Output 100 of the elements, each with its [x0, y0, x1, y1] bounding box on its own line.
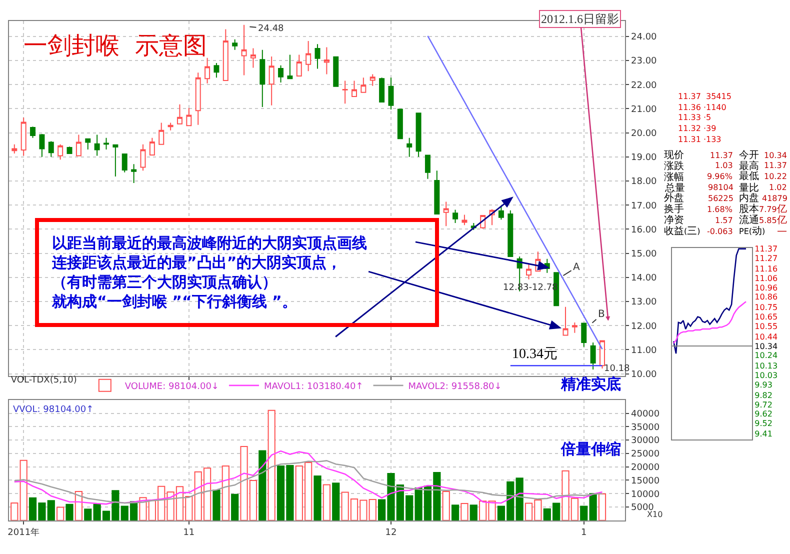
candlestick: [379, 77, 385, 102]
candlestick: [370, 74, 376, 86]
y-tick-label: 11.37: [754, 244, 778, 254]
y-tick-label: 19.00: [631, 153, 658, 164]
text: -0.063: [707, 227, 733, 236]
line-series: [672, 248, 747, 354]
legend-label: MAVOL1: 103180.40↑: [264, 382, 364, 392]
bar: [20, 460, 28, 520]
candlestick: [260, 49, 266, 108]
y-tick-label: 10.34: [754, 342, 778, 351]
y-tick-label: 10.03: [754, 371, 778, 380]
candlestick: [122, 154, 128, 173]
candlestick: [66, 146, 72, 155]
candlestick: [186, 108, 192, 126]
candlestick: [176, 104, 182, 124]
annotation: B: [598, 309, 605, 320]
annotation: 24.48: [258, 24, 284, 34]
text: 9.96%: [707, 172, 733, 181]
annotation: 10.34元: [512, 347, 558, 362]
text: 1.68%: [707, 205, 733, 214]
candlestick: [268, 56, 274, 106]
text: 5.85亿: [759, 215, 787, 226]
candlestick: [462, 214, 468, 226]
x-tick-label: 11: [183, 528, 195, 538]
text: 最高: [739, 160, 759, 172]
y-tick-label: 11.06: [754, 274, 778, 283]
candlestick: [572, 322, 578, 334]
x-tick-label: 12: [385, 528, 397, 538]
bar: [231, 494, 239, 520]
text: 11.32 ·39: [678, 124, 716, 133]
candlestick: [416, 112, 422, 158]
text: 11.37: [764, 161, 787, 170]
text: 涨跌: [664, 160, 684, 172]
y-tick-label: 11.16: [754, 264, 778, 274]
bar: [470, 504, 478, 520]
text: 换手: [664, 203, 684, 215]
y-tick-label: 20000: [631, 462, 660, 473]
candlestick: [397, 108, 403, 140]
candlestick: [342, 80, 348, 104]
bar: [368, 499, 376, 520]
candlestick: [232, 38, 238, 50]
candlestick: [406, 137, 412, 158]
y-tick-label: 12.00: [631, 322, 658, 332]
text: 10.22: [764, 172, 787, 181]
bar: [589, 493, 597, 520]
candlestick: [168, 122, 174, 131]
annotation: VVOL: 98104.00↑: [13, 405, 94, 415]
bar: [460, 503, 468, 520]
y-tick-label: 9.52: [754, 419, 772, 428]
annotation: 倍量伸缩: [560, 440, 621, 458]
candlestick: [20, 117, 26, 156]
text: 外盘: [664, 192, 684, 204]
bar: [516, 478, 524, 520]
y-tick-label: 18.00: [631, 177, 658, 188]
candlestick: [508, 210, 514, 257]
legend-title: VOL-TDX(5,10): [10, 376, 77, 386]
candlestick: [48, 140, 54, 158]
candlestick: [306, 40, 312, 72]
annotation: 连接距该点最近的最”凸出”的大阴实顶点，: [51, 254, 342, 272]
y-tick-label: 23.00: [631, 56, 658, 67]
y-tick-label: 9.72: [754, 400, 772, 410]
text: 净资: [664, 214, 684, 226]
y-tick-label: 15000: [631, 476, 660, 486]
y-tick-label: 9.41: [754, 430, 772, 439]
candlestick: [250, 48, 256, 68]
bar: [580, 506, 588, 520]
candlestick: [94, 134, 100, 156]
y-tick-label: 10.55: [754, 322, 778, 331]
y-tick-label: 24.00: [631, 32, 658, 43]
candlestick: [241, 24, 247, 76]
candlestick: [112, 144, 118, 177]
candlestick: [424, 154, 430, 180]
bar: [314, 475, 322, 520]
text: 收益(三): [664, 225, 700, 237]
annotation: 以距当前最近的最高波峰附近的大阴实顶点画线: [52, 234, 367, 252]
candlestick: [498, 205, 504, 220]
text: 1.57: [715, 216, 733, 225]
text: 一剑封喉 示意图: [24, 31, 207, 60]
text: 11.37: [710, 151, 733, 160]
y-tick-label: 10000: [631, 490, 660, 500]
candlestick: [590, 342, 596, 370]
x-tick-label: 2011年: [8, 527, 40, 538]
candlestick: [104, 137, 109, 150]
y-tick-label: 30000: [631, 436, 660, 446]
bar: [332, 482, 340, 520]
text: 流通: [739, 214, 759, 226]
text: 股本: [739, 203, 759, 215]
bar: [258, 450, 266, 520]
y-tick-label: 35000: [631, 422, 660, 433]
candlestick: [324, 46, 330, 75]
y-tick-label: 15.00: [631, 249, 658, 260]
text: 41879: [762, 194, 788, 203]
candlestick: [222, 28, 228, 82]
y-tick-label: 21.00: [631, 104, 658, 115]
candlestick: [581, 322, 587, 348]
candlestick: [76, 134, 82, 156]
text: 7.79亿: [759, 204, 787, 215]
y-tick-label: 10.24: [754, 351, 778, 360]
candlestick: [352, 80, 357, 97]
legend-label: VOLUME: 98104.00↓: [124, 382, 219, 392]
